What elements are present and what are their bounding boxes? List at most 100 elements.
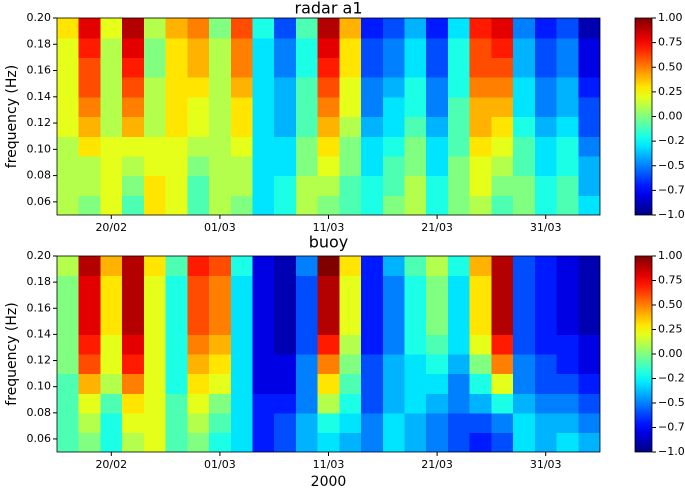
heat-cell — [143, 96, 167, 118]
heat-cell — [230, 37, 254, 58]
chart-title: buoy — [309, 233, 349, 252]
heat-cell — [57, 116, 80, 137]
heat-cell — [469, 334, 492, 355]
heat-cell — [361, 116, 384, 137]
heat-cell — [122, 432, 145, 452]
heat-cell — [187, 334, 210, 355]
heat-cell — [534, 195, 558, 215]
heat-cell — [230, 393, 254, 414]
heat-cell — [534, 37, 558, 58]
heat-cell — [556, 432, 579, 452]
heat-cell — [122, 136, 145, 157]
heat-cell — [534, 314, 558, 335]
heat-cell — [230, 57, 254, 78]
heat-cell — [361, 393, 384, 414]
heat-cell — [209, 136, 232, 157]
heat-cell — [578, 175, 600, 196]
heat-cell — [513, 373, 536, 394]
heat-cell — [491, 295, 514, 316]
heat-cell — [534, 412, 558, 433]
heat-cell — [78, 256, 102, 277]
colorbar-tick-label: 0.50 — [658, 60, 683, 73]
heat-cell — [187, 18, 210, 39]
heat-cell — [209, 334, 232, 355]
heat-cell — [578, 195, 600, 215]
heat-cell — [165, 57, 188, 78]
heat-cell — [187, 412, 210, 433]
heat-cell — [317, 116, 340, 137]
heat-cell — [165, 175, 188, 196]
heat-cell — [78, 373, 102, 394]
heat-cell — [230, 275, 254, 296]
heat-cell — [317, 175, 340, 196]
heat-cell — [469, 354, 492, 375]
heat-cell — [578, 256, 600, 277]
heat-cell — [295, 155, 319, 177]
heat-cell — [100, 275, 123, 296]
heat-cell — [534, 136, 558, 157]
colorbar-tick-label: 1.00 — [658, 11, 683, 24]
heat-cell — [252, 195, 275, 215]
heat-cell — [404, 155, 427, 177]
heat-cell — [382, 412, 406, 433]
heat-cell — [404, 77, 427, 98]
y-tick-label: 0.08 — [27, 406, 52, 419]
heat-cell — [252, 18, 275, 39]
heat-cell — [209, 116, 232, 137]
colorbar — [634, 255, 653, 453]
heat-cell — [491, 334, 514, 355]
heat-cell — [274, 393, 297, 414]
heat-cell — [100, 37, 123, 58]
heat-cell — [534, 393, 558, 414]
heat-cell — [491, 354, 514, 375]
heat-cell — [143, 57, 167, 78]
heat-cell — [57, 432, 80, 452]
heat-cell — [295, 275, 319, 296]
colorbar-tick-label: 0.25 — [658, 85, 683, 98]
heat-cell — [78, 175, 102, 196]
heat-cell — [317, 412, 340, 433]
heat-cell — [382, 393, 406, 414]
heat-cell — [209, 432, 232, 452]
heat-cell — [209, 18, 232, 39]
heat-cell — [556, 412, 579, 433]
heat-cell — [165, 116, 188, 137]
heat-cell — [187, 57, 210, 78]
heat-cell — [426, 334, 449, 355]
heat-cell — [143, 195, 167, 215]
heat-cell — [534, 96, 558, 118]
heat-cell — [513, 314, 536, 335]
heat-cell — [534, 116, 558, 137]
heat-cell — [382, 275, 406, 296]
heat-cell — [534, 175, 558, 196]
heat-cell — [534, 275, 558, 296]
heat-cell — [57, 412, 80, 433]
heat-cell — [295, 354, 319, 375]
heat-cell — [165, 37, 188, 58]
colorbar-tick-label: −1.00 — [658, 208, 685, 221]
heat-cell — [578, 57, 600, 78]
heat-cell — [187, 77, 210, 98]
heat-cell — [361, 136, 384, 157]
heat-cell — [252, 354, 275, 375]
heat-cell — [122, 116, 145, 137]
heat-cell — [447, 37, 471, 58]
heat-cell — [165, 256, 188, 277]
heat-cell — [513, 57, 536, 78]
x-tick-label: 20/02 — [95, 458, 127, 471]
heat-cell — [469, 412, 492, 433]
colorbar — [634, 17, 653, 216]
heat-cell — [534, 432, 558, 452]
heat-cell — [556, 354, 579, 375]
heat-cell — [578, 18, 600, 39]
heat-cell — [339, 256, 362, 277]
heat-cell — [556, 334, 579, 355]
heat-cell — [382, 57, 406, 78]
heat-cell — [339, 432, 362, 452]
heat-cell — [469, 116, 492, 137]
heat-cell — [165, 393, 188, 414]
x-tick-label: 01/03 — [204, 221, 236, 234]
heat-cell — [252, 432, 275, 452]
heat-cell — [534, 373, 558, 394]
heat-cell — [122, 155, 145, 177]
